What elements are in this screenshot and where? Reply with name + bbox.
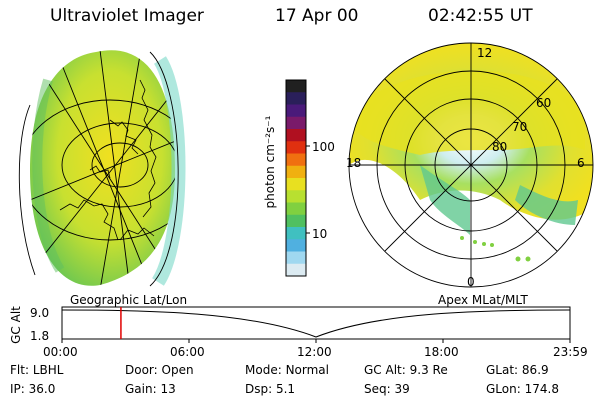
colorbar-tick-100: 100 [312,140,335,154]
colorbar-segment [286,227,306,240]
colorbar [285,79,310,277]
colorbar-segment [286,202,306,216]
timeline-ytick-top: 9.0 [30,306,50,320]
colorbar-segment [286,214,306,228]
apex-label: Apex MLat/MLT [438,293,528,307]
colorbar-segment [286,92,306,105]
status-door: Door: Open [125,363,194,377]
status-dsp: Dsp: 5.1 [245,382,296,396]
colorbar-segment [286,141,306,154]
colorbar-segment [286,80,306,93]
coastlines [59,79,157,241]
colorbar-segment [286,190,306,203]
colorbar-segment [286,178,306,191]
status-ip: IP: 36.0 [10,382,56,396]
status-mode: Mode: Normal [245,363,329,377]
colorbar-segment [286,129,306,142]
polar-label-6: 6 [577,156,585,170]
colorbar-segment [286,165,306,179]
globe-grid [30,50,175,286]
polar-image [348,42,594,288]
timeline-xtick-4: 23:59 [553,345,588,359]
polar-label-60: 60 [536,96,552,110]
timeline-xtick-0: 00:00 [43,345,78,359]
limb-arcs [18,51,179,287]
colorbar-segment [286,239,306,252]
timeline-xtick-1: 06:00 [170,345,205,359]
status-glat: GLat: 86.9 [486,363,549,377]
status-glon: GLon: 174.8 [486,382,559,396]
polar-label-0: 0 [467,275,475,289]
colorbar-segment [286,251,306,265]
colorbar-segment [286,104,306,118]
colorbar-tick-10: 10 [312,227,328,241]
polar-label-70: 70 [512,120,528,134]
time-label: 02:42:55 UT [428,6,533,26]
status-seq: Seq: 39 [364,382,410,396]
polar-label-80: 80 [492,140,508,154]
date-label: 17 Apr 00 [275,6,359,26]
colorbar-segment [286,263,306,277]
instrument-title: Ultraviolet Imager [50,6,204,26]
colorbar-segment [286,116,306,130]
polar-label-18: 18 [346,156,362,170]
status-flt: Flt: LBHL [10,363,64,377]
timeline-xtick-3: 18:00 [424,345,459,359]
geographic-label: Geographic Lat/Lon [70,293,188,307]
timeline-ytick-bottom: 1.8 [30,329,50,343]
colorbar-segment [286,153,306,167]
status-gcalt: GC Alt: 9.3 Re [364,363,448,377]
status-gain: Gain: 13 [125,382,176,396]
timeline-xtick-2: 12:00 [297,345,332,359]
polar-label-12: 12 [477,46,493,60]
colorbar-border [285,79,307,277]
